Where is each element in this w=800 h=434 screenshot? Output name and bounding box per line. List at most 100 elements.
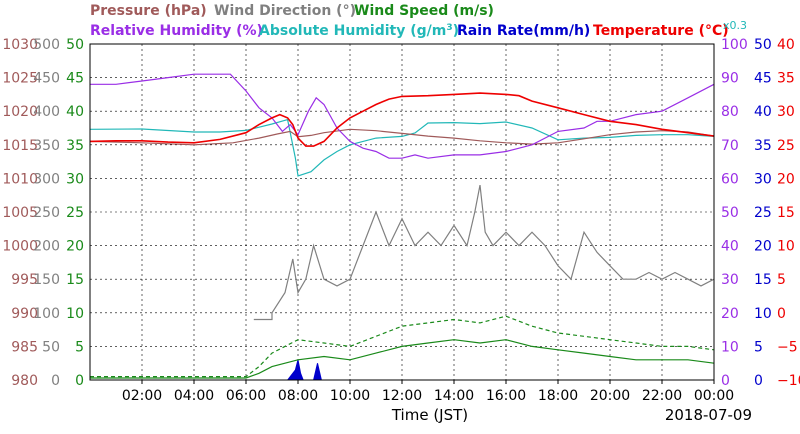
right-axis-tick-label: 20 xyxy=(754,239,772,255)
left-axis-tick-label: 30 xyxy=(66,171,84,187)
right-axis-tick-label: 80 xyxy=(721,104,739,120)
series-line-pressure-hpa xyxy=(89,128,715,146)
left-axis-tick-label: 50 xyxy=(66,37,84,53)
right-axis-tick-label: 0 xyxy=(777,306,786,322)
x-tick-label: 22:00 xyxy=(642,388,682,404)
left-axis-tick-label: 400 xyxy=(33,104,60,120)
right-axis-tick-label: 15 xyxy=(754,272,772,288)
right-axis-tick-label: 10 xyxy=(754,306,772,322)
right-axis-tick-label: −10 xyxy=(777,373,800,389)
left-axis-tick-label: 15 xyxy=(66,272,84,288)
left-axis-tick-label: 1020 xyxy=(2,104,38,120)
legend-abs-humidity-scale: x0.3 xyxy=(723,19,747,32)
right-axis-tick-label: 35 xyxy=(754,138,772,154)
right-axis-tick-label: 20 xyxy=(777,171,795,187)
legend-temperature: Temperature (°C) xyxy=(593,23,729,39)
left-axis-tick-label: 990 xyxy=(11,306,38,322)
x-tick-label: 10:00 xyxy=(330,388,370,404)
left-axis-tick-label: 0 xyxy=(51,373,60,389)
right-axis-tick-label: 45 xyxy=(754,71,772,87)
right-axis-tick-label: 60 xyxy=(721,171,739,187)
right-axis-tick-label: 40 xyxy=(721,239,739,255)
x-tick-label: 00:00 xyxy=(694,388,734,404)
left-axis-tick-label: 40 xyxy=(66,104,84,120)
right-axis-tick-label: 100 xyxy=(721,37,748,53)
right-axis-tick-label: 90 xyxy=(721,71,739,87)
right-axis-tick-label: 25 xyxy=(754,205,772,221)
left-axis-tick-label: 995 xyxy=(11,272,38,288)
x-tick-label: 20:00 xyxy=(590,388,630,404)
left-axis-tick-label: 150 xyxy=(33,272,60,288)
right-axis-tick-label: 30 xyxy=(721,272,739,288)
left-axis-tick-label: 980 xyxy=(11,373,38,389)
right-axis-tick-label: 10 xyxy=(777,239,795,255)
right-axis-tick-label: 20 xyxy=(721,306,739,322)
left-axes: 9809859909951000100510101015102010251030… xyxy=(2,37,84,389)
right-axis-tick-label: 70 xyxy=(721,138,739,154)
right-axis-tick-label: 35 xyxy=(777,71,795,87)
series-line-wind-speed-m-s xyxy=(90,339,715,379)
left-axis-tick-label: 985 xyxy=(11,339,38,355)
x-tick-label: 06:00 xyxy=(226,388,266,404)
left-axis-tick-label: 200 xyxy=(33,239,60,255)
right-axis-tick-label: 10 xyxy=(721,339,739,355)
x-tick-label: 12:00 xyxy=(382,388,422,404)
left-axis-tick-label: 1025 xyxy=(2,71,38,87)
left-axis-tick-label: 10 xyxy=(66,306,84,322)
grid xyxy=(90,44,714,380)
right-axis-tick-label: 0 xyxy=(754,373,763,389)
x-tick-label: 14:00 xyxy=(434,388,474,404)
right-axes: 0102030405060708090100051015202530354045… xyxy=(721,37,800,389)
left-axis-tick-label: 20 xyxy=(66,239,84,255)
series-line-absolute-humidity-g-m3-x0-3 xyxy=(89,118,715,177)
left-axis-tick-label: 50 xyxy=(42,339,60,355)
left-axis-tick-label: 5 xyxy=(75,339,84,355)
series-line-wind-direction xyxy=(253,184,715,321)
left-axis-tick-label: 250 xyxy=(33,205,60,221)
left-axis-tick-label: 1015 xyxy=(2,138,38,154)
x-tick-label: 18:00 xyxy=(538,388,578,404)
legend-relative-humidity: Relative Humidity (%) xyxy=(90,23,263,39)
right-axis-tick-label: 5 xyxy=(754,339,763,355)
right-axis-tick-label: 30 xyxy=(754,171,772,187)
left-axis-tick-label: 25 xyxy=(66,205,84,221)
right-axis-tick-label: 15 xyxy=(777,205,795,221)
series-line-temperature-c xyxy=(89,92,715,147)
legend-wind-direction: Wind Direction (°) xyxy=(214,3,356,19)
right-axis-tick-label: 40 xyxy=(754,104,772,120)
right-axis-tick-label: 30 xyxy=(777,104,795,120)
right-axis-tick-label: 5 xyxy=(777,272,786,288)
x-axis-title: Time (JST) xyxy=(391,406,468,424)
left-axis-tick-label: 1000 xyxy=(2,239,38,255)
right-axis-tick-label: 40 xyxy=(777,37,795,53)
right-axis-tick-label: −5 xyxy=(777,339,798,355)
left-axis-tick-label: 1030 xyxy=(2,37,38,53)
left-axis-tick-label: 300 xyxy=(33,171,60,187)
left-axis-tick-label: 1010 xyxy=(2,171,38,187)
legend-pressure: Pressure (hPa) xyxy=(90,3,207,19)
series-layer xyxy=(89,73,715,381)
x-axis-ticks: 02:00 04:00 06:00 08:00 10:00 12:00 14:00 16:00… xyxy=(122,380,734,404)
legend-absolute-humidity: Absolute Humidity (g/m3) xyxy=(259,23,459,39)
x-tick-label: 08:00 xyxy=(278,388,318,404)
series-line-relative-humidity xyxy=(90,73,715,159)
legend-wind-speed: Wind Speed (m/s) xyxy=(354,3,494,19)
left-axis-tick-label: 450 xyxy=(33,71,60,87)
left-axis-tick-label: 0 xyxy=(75,373,84,389)
left-axis-tick-label: 35 xyxy=(66,138,84,154)
right-axis-tick-label: 25 xyxy=(777,138,795,154)
left-axis-tick-label: 500 xyxy=(33,37,60,53)
left-axis-tick-label: 100 xyxy=(33,306,60,322)
series-line-wind-speed-gust-m-s xyxy=(90,315,715,378)
date-label: 2018-07-09 xyxy=(665,406,752,424)
legend-rain-rate: Rain Rate(mm/h) xyxy=(457,23,590,39)
right-axis-tick-label: 50 xyxy=(721,205,739,221)
x-tick-label: 02:00 xyxy=(122,388,162,404)
right-axis-tick-label: 50 xyxy=(754,37,772,53)
x-tick-label: 04:00 xyxy=(174,388,214,404)
right-axis-tick-label: 0 xyxy=(721,373,730,389)
series-area-rain-rate-mm-h xyxy=(286,359,323,381)
left-axis-tick-label: 45 xyxy=(66,71,84,87)
x-tick-label: 16:00 xyxy=(486,388,526,404)
